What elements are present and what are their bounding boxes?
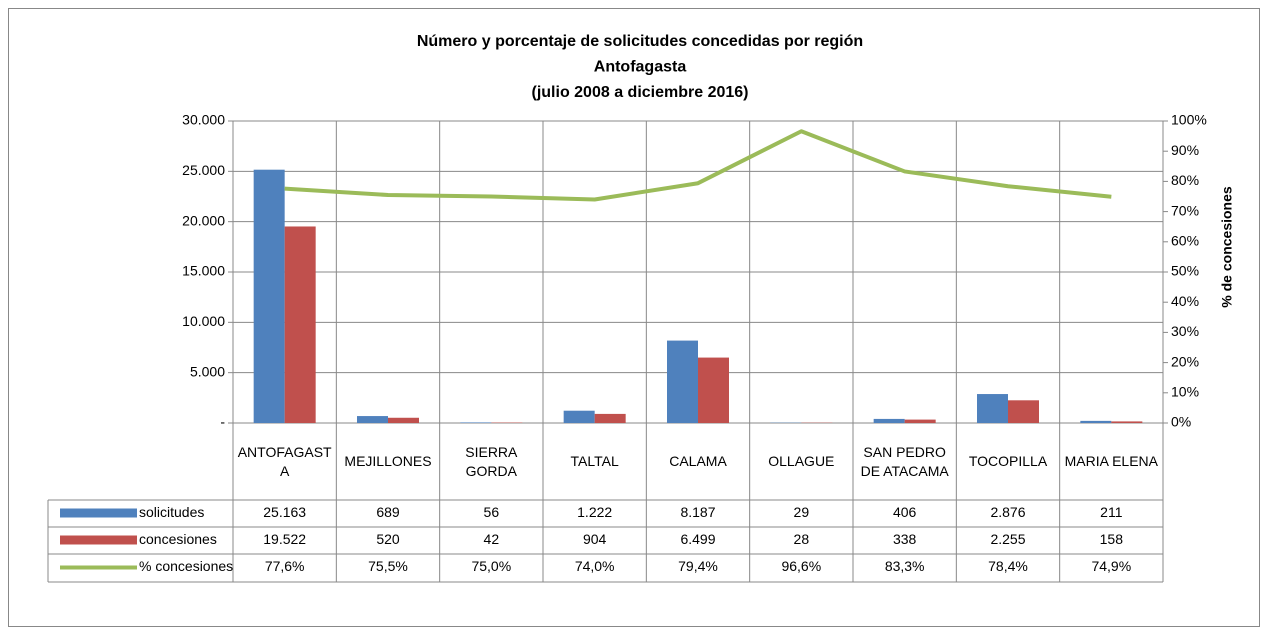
table-value: 56 (484, 504, 500, 520)
category-cell: OLLAGUE (768, 453, 835, 469)
bar (594, 413, 626, 423)
table-value: 904 (583, 531, 607, 547)
category-cell: TALTAL (570, 453, 619, 469)
table-value: 28 (794, 531, 810, 547)
chart-border (8, 8, 1260, 627)
y2-tick-label: 50% (1171, 263, 1199, 279)
table-value: 338 (893, 531, 917, 547)
y2-tick-label: 10% (1171, 384, 1199, 400)
category-cell: TOCOPILLA (968, 453, 1048, 469)
legend-key (60, 535, 137, 545)
bar (698, 357, 729, 423)
y2-tick-label: 70% (1171, 202, 1199, 218)
table-value: 158 (1100, 531, 1124, 547)
bar (904, 419, 936, 423)
table-value: 96,6% (781, 558, 821, 574)
bar (388, 417, 419, 423)
y-tick-label: 25.000 (182, 162, 225, 178)
table-value: 74,0% (575, 558, 615, 574)
table-value: 8.187 (680, 504, 715, 520)
y-tick-label: 10.000 (182, 313, 225, 329)
x-tick-label: MARIA ELENA (1064, 453, 1158, 469)
bar (1080, 420, 1112, 423)
table-value: 25.163 (263, 504, 306, 520)
bar (873, 418, 905, 423)
x-tick-label: OLLAGUE (768, 453, 835, 469)
y2-tick-label: 20% (1171, 353, 1199, 369)
y-tick-label: 5.000 (190, 363, 225, 379)
chart-title: Antofagasta (594, 59, 687, 76)
table-value: 2.876 (990, 504, 1025, 520)
table-value: 211 (1100, 504, 1123, 520)
category-cell: SIERRA GORDA (465, 443, 518, 479)
y2-tick-label: 90% (1171, 142, 1199, 158)
bar (667, 340, 698, 423)
y2-axis-label: % de concesiones (1219, 186, 1235, 308)
x-tick-label: ANTOFAGASTA (237, 443, 332, 479)
table-value: 74,9% (1091, 558, 1131, 574)
table-value: 77,6% (265, 558, 305, 574)
legend-label: % concesiones (139, 558, 233, 574)
bar (460, 422, 492, 423)
bar (1008, 400, 1039, 423)
bar (1111, 421, 1143, 423)
table-value: 19.522 (263, 531, 306, 547)
x-tick-label: SIERRA GORDA (465, 443, 518, 479)
y-tick-label: - (220, 414, 225, 430)
y2-tick-label: 40% (1171, 293, 1199, 309)
chart-title: Número y porcentaje de solicitudes conce… (417, 33, 863, 50)
line-series (284, 129, 1112, 202)
table-value: 78,4% (988, 558, 1028, 574)
x-tick-label: CALAMA (669, 453, 727, 469)
table-value: 2.255 (990, 531, 1025, 547)
table-value: 1.222 (577, 504, 612, 520)
table-value: 42 (484, 531, 500, 547)
category-cell: CALAMA (669, 453, 727, 469)
y2-tick-label: 0% (1171, 414, 1191, 430)
table-value: 406 (893, 504, 917, 520)
table-value: 6.499 (680, 531, 715, 547)
y-tick-label: 20.000 (182, 212, 225, 228)
category-cell: ANTOFAGASTA (237, 443, 332, 479)
y2-tick-label: 100% (1171, 112, 1207, 128)
y2-tick-label: 80% (1171, 172, 1199, 188)
bar (284, 226, 316, 423)
table-value: 83,3% (885, 558, 925, 574)
bar (357, 416, 388, 423)
category-cell: MARIA ELENA (1064, 453, 1158, 469)
table-value: 79,4% (678, 558, 718, 574)
category-cell: SAN PEDRO DE ATACAMA (860, 443, 949, 479)
x-tick-label: TALTAL (570, 453, 619, 469)
bar (253, 169, 285, 423)
bar (977, 394, 1008, 423)
chart-title: (julio 2008 a diciembre 2016) (532, 84, 749, 101)
y-tick-label: 30.000 (182, 112, 225, 128)
y2-tick-label: 30% (1171, 323, 1199, 339)
x-tick-label: TOCOPILLA (968, 453, 1048, 469)
table-value: 29 (794, 504, 810, 520)
legend-label: solicitudes (139, 504, 204, 520)
y2-tick-label: 60% (1171, 233, 1199, 249)
legend-key (60, 508, 137, 518)
table-value: 520 (376, 531, 400, 547)
bar (563, 410, 595, 423)
legend-label: concesiones (139, 531, 217, 547)
x-tick-label: SAN PEDRO DE ATACAMA (860, 443, 949, 479)
table-value: 75,5% (368, 558, 408, 574)
category-cell: MEJILLONES (344, 453, 432, 469)
x-tick-label: MEJILLONES (344, 453, 432, 469)
table-value: 689 (376, 504, 400, 520)
y-tick-label: 15.000 (182, 263, 225, 279)
table-value: 75,0% (471, 558, 511, 574)
